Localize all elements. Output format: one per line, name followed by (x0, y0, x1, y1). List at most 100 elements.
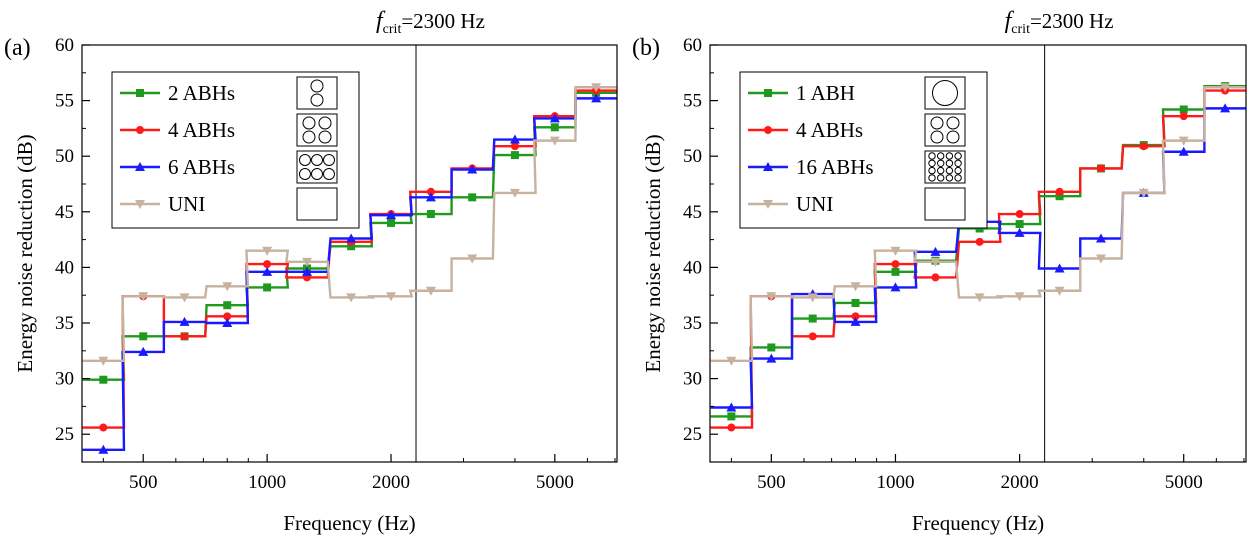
abh-circle-icon (954, 159, 962, 168)
data-point (99, 423, 108, 432)
data-point (1178, 146, 1189, 156)
abh-circle-icon (318, 130, 332, 144)
data-point (99, 375, 108, 384)
y-axis-label: Energy noise reduction (dB) (13, 134, 37, 372)
abh-circle-icon (928, 152, 936, 160)
data-point (850, 316, 861, 326)
legend-label: 6 ABHs (168, 155, 235, 179)
data-point (426, 210, 435, 219)
abh-circle-icon (299, 154, 311, 166)
x-tick-label: 2000 (1001, 472, 1039, 493)
data-point (510, 142, 519, 151)
data-point (591, 83, 602, 93)
data-point (509, 188, 520, 198)
critical-frequency-label: fcrit=2300 Hz (376, 8, 485, 37)
abh-circle-icon (928, 166, 936, 175)
abh-circle-icon (945, 174, 954, 182)
abh-circle-icon (946, 130, 960, 144)
data-point (808, 314, 817, 323)
layout-icon (924, 150, 966, 184)
abh-circle-icon (954, 152, 962, 160)
y-tick-label: 60 (683, 35, 702, 56)
abh-circle-icon (310, 79, 324, 93)
abh-circle-icon (945, 152, 954, 160)
chart-panel-a: fcrit=2300 Hz 25 30 35 40 45 50 55 60 500 1000 2000… (4, 8, 618, 535)
y-tick-label: 40 (55, 257, 74, 278)
data-point (179, 316, 190, 326)
data-point (591, 93, 602, 103)
data-point (509, 134, 520, 144)
legend-marker (764, 89, 772, 97)
data-point (890, 246, 901, 256)
layout-icon (296, 187, 338, 221)
data-point (1096, 164, 1105, 173)
legend-marker (764, 126, 772, 134)
plot-frame (709, 44, 1247, 463)
data-point (1054, 286, 1065, 296)
legend-label: UNI (168, 192, 205, 216)
data-point (510, 151, 519, 160)
data-point (851, 312, 860, 321)
data-point (727, 423, 736, 432)
abh-circle-icon (937, 166, 945, 175)
x-axis-label: Frequency (Hz) (912, 511, 1044, 535)
y-axis-label: Energy noise reduction (dB) (641, 134, 665, 372)
abh-circle-icon (302, 130, 316, 144)
y-tick-label: 55 (55, 91, 74, 112)
abh-circle-icon (930, 130, 944, 144)
legend-label: 2 ABHs (168, 81, 235, 105)
data-point (974, 293, 985, 303)
legend-entry: 4 ABHs (120, 113, 338, 147)
panel-label: (a) (4, 35, 31, 61)
data-point (263, 283, 272, 292)
x-tick-label: 5000 (536, 472, 574, 493)
abh-circle-icon (937, 152, 945, 160)
data-point (931, 273, 940, 282)
data-point (1015, 210, 1024, 219)
data-point (467, 164, 478, 174)
abh-circle-icon (930, 116, 944, 130)
legend-marker (136, 89, 144, 97)
data-point (1139, 142, 1148, 151)
data-point (425, 286, 436, 296)
y-tick-label: 50 (55, 146, 74, 167)
legend-marker (135, 162, 145, 171)
legend: 1 ABH 4 ABHs 16 ABHs UNI (739, 71, 988, 229)
legend-label: 4 ABHs (796, 118, 863, 142)
series-4-abhs (710, 86, 1246, 432)
y-tick-label: 35 (683, 313, 702, 334)
data-point (98, 444, 109, 454)
data-point (726, 356, 737, 366)
legend-label: 4 ABHs (168, 118, 235, 142)
abh-circle-icon (954, 166, 962, 175)
data-point (262, 246, 273, 256)
abh-circle-icon (937, 174, 945, 182)
abh-circle-icon (945, 166, 954, 175)
y-tick-label: 50 (683, 146, 702, 167)
data-point (1178, 136, 1189, 146)
data-point (425, 192, 436, 202)
abh-circle-icon (299, 168, 311, 180)
data-point (1055, 187, 1064, 196)
data-point (302, 257, 313, 267)
x-tick-label: 500 (757, 472, 786, 493)
y-tick-label: 40 (683, 257, 702, 278)
data-point (1095, 233, 1106, 243)
legend: 2 ABHs 4 ABHs 6 ABHs UNI (111, 71, 360, 229)
y-tick-label: 30 (683, 369, 702, 390)
abh-circle-icon (302, 116, 316, 130)
x-tick-label: 2000 (372, 472, 410, 493)
data-point (426, 187, 435, 196)
data-point (890, 282, 901, 292)
legend-entry: 16 ABHs (748, 150, 966, 184)
plot-frame (81, 44, 618, 463)
abh-circle-icon (946, 116, 960, 130)
data-point (807, 293, 818, 303)
layout-icon (296, 76, 338, 110)
y-tick-label: 45 (55, 202, 74, 223)
x-axis-label: Frequency (Hz) (283, 511, 415, 535)
data-point (346, 233, 357, 243)
data-point (808, 332, 817, 341)
legend-marker (136, 126, 144, 134)
